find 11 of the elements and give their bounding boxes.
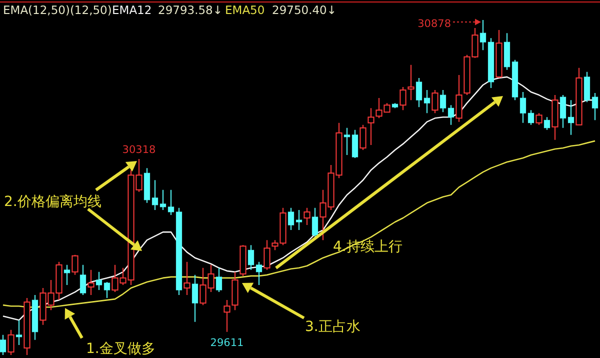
text: 29793.58↓ [158,3,223,17]
annotation: 1.金叉做多 [86,341,156,357]
annotation: 29611 [210,336,244,349]
chart-title: EMA(12,50)(12,50) [3,3,112,17]
text: EMA12 [112,3,152,17]
annotation: 30318 [122,144,156,156]
text: 29750.40↓ [272,3,337,17]
text: EMA50 [225,3,265,17]
annotation: 2.价格偏离均线 [4,194,102,210]
annotation: 30878 [418,18,451,30]
annotation: 3.正占水 [305,319,360,335]
